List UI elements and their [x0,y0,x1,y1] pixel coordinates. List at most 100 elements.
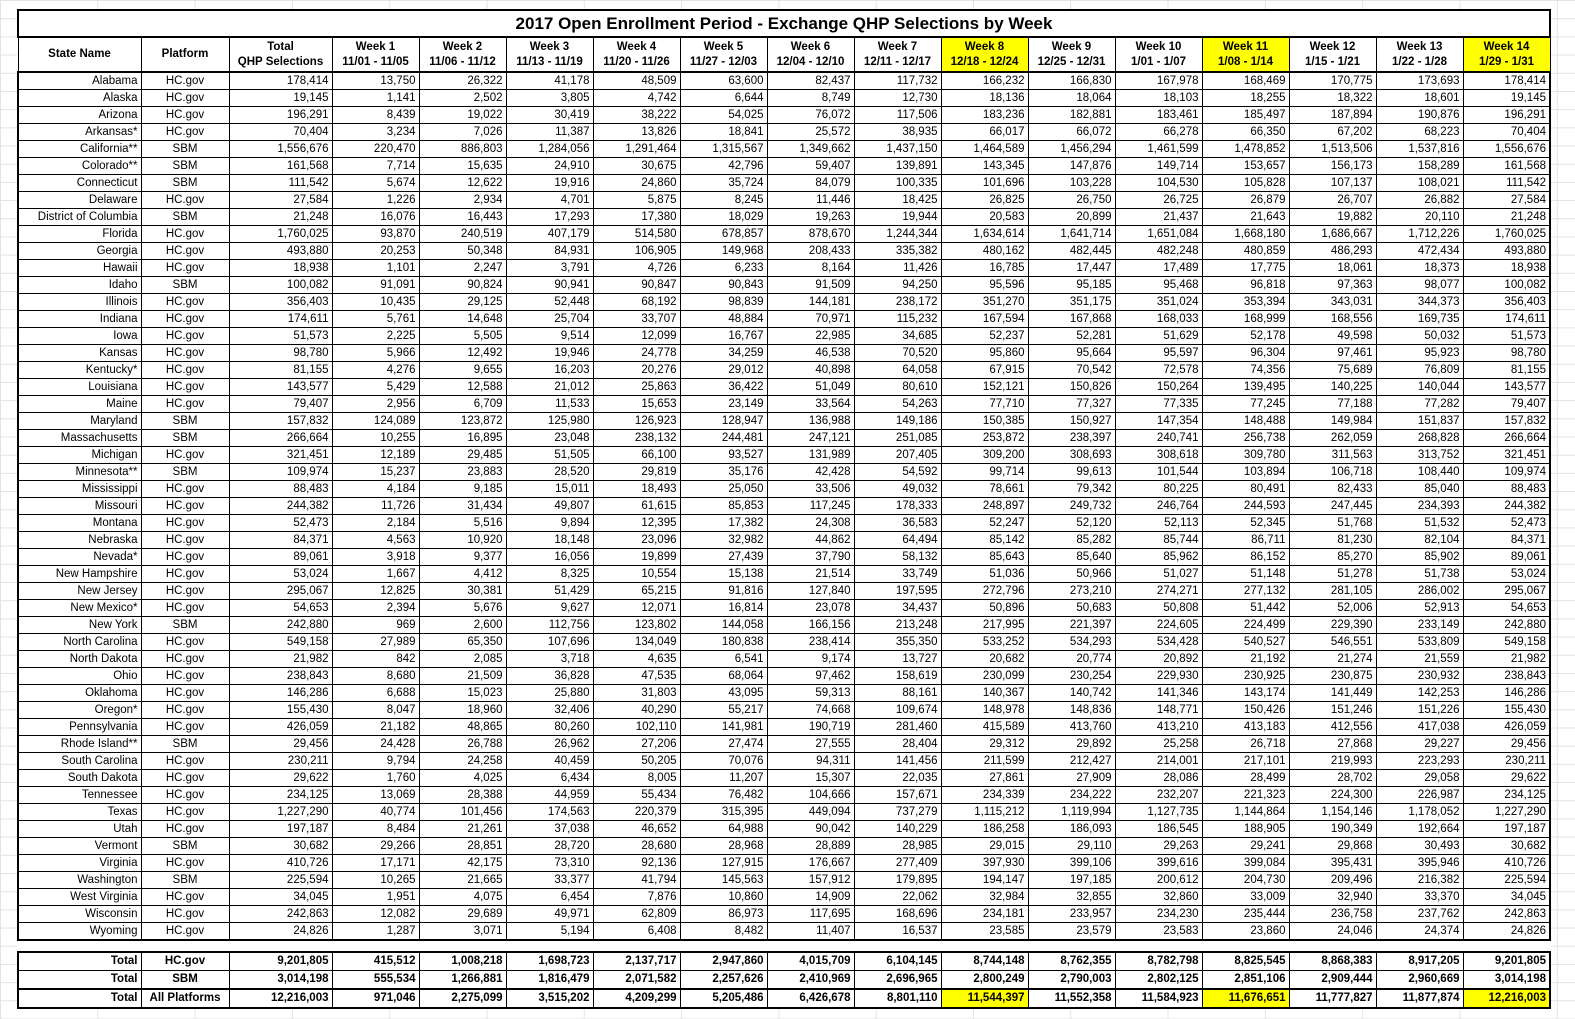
week-9-cell: 95,185 [1027,276,1116,294]
week-13-cell: 30,493 [1375,837,1464,855]
week-11-cell: 77,245 [1201,395,1290,413]
week-1-cell: 1,101 [331,259,420,277]
week-8-cell: 77,710 [940,395,1029,413]
platform-cell: HC.gov [140,106,230,124]
week-4-cell: 238,132 [592,429,681,447]
col-header-week-13: Week 13 1/22 - 1/28 [1375,36,1464,73]
week-12-cell: 1,513,506 [1288,140,1377,158]
week-5-cell: 2,947,860 [679,951,768,971]
week-2-cell: 7,026 [418,123,507,141]
total-cell: 266,664 [228,429,333,447]
week-1-cell: 16,076 [331,208,420,226]
state-name-cell: West Virginia [17,888,142,906]
row-alabama: Alabama HC.gov 178,414 13,750 26,322 41,178 48… [17,71,1551,90]
week-4-cell: 33,707 [592,310,681,328]
week-13-cell: 268,828 [1375,429,1464,447]
week-5-cell: 10,860 [679,888,768,906]
week-2-cell: 240,519 [418,225,507,243]
week-8-cell: 85,643 [940,548,1029,566]
week-10-cell: 214,001 [1114,752,1203,770]
week-10-cell: 51,629 [1114,327,1203,345]
week-3-cell: 25,704 [505,310,594,328]
total-cell: 29,622 [228,769,333,787]
week-9-cell: 11,552,358 [1027,988,1116,1009]
week-4-cell: 41,794 [592,871,681,889]
week-13-cell: 26,882 [1375,191,1464,209]
week-14-cell: 52,473 [1462,514,1551,532]
total-cell: 84,371 [228,531,333,549]
week-6-cell: 23,078 [766,599,855,617]
week-14-cell: 89,061 [1462,548,1551,566]
week-3-cell: 1,816,479 [505,970,594,990]
week-3-cell: 41,178 [505,71,594,90]
row-kentucky: Kentucky* HC.gov 81,155 4,276 9,655 16,203 20,… [17,361,1551,379]
platform-cell: HC.gov [140,786,230,804]
row-kansas: Kansas HC.gov 98,780 5,966 12,492 19,946 24,77… [17,344,1551,362]
week-10-cell: 1,461,599 [1114,140,1203,158]
week-12-cell: 190,349 [1288,820,1377,838]
week-3-cell: 3,718 [505,650,594,668]
week-12-cell: 51,278 [1288,565,1377,583]
week-6-cell: 9,174 [766,650,855,668]
row-rhode-island: Rhode Island** SBM 29,456 24,428 26,788 26,96… [17,735,1551,753]
week-1-cell: 2,184 [331,514,420,532]
total-cell: 1,556,676 [228,140,333,158]
platform-cell: HC.gov [140,888,230,906]
state-name-cell: Indiana [17,310,142,328]
week-1-cell: 10,265 [331,871,420,889]
week-10-cell: 167,978 [1114,71,1203,90]
week-13-cell: 24,374 [1375,922,1464,941]
total-row-hc-gov: Total HC.gov 9,201,805 415,512 1,008,218 1,69… [17,951,1551,971]
week-8-cell: 29,312 [940,735,1029,753]
week-2-cell: 2,600 [418,616,507,634]
week-9-cell: 17,447 [1027,259,1116,277]
week-9-cell: 95,664 [1027,344,1116,362]
week-10-cell: 274,271 [1114,582,1203,600]
week-11-cell: 540,527 [1201,633,1290,651]
week-7-cell: 16,537 [853,922,942,941]
week-14-cell: 53,024 [1462,565,1551,583]
week-12-cell: 21,274 [1288,650,1377,668]
week-10-cell: 17,489 [1114,259,1203,277]
week-13-cell: 230,932 [1375,667,1464,685]
week-7-cell: 355,350 [853,633,942,651]
total-cell: 410,726 [228,854,333,872]
week-7-cell: 178,333 [853,497,942,515]
week-12-cell: 8,868,383 [1288,951,1377,971]
week-9-cell: 77,327 [1027,395,1116,413]
week-9-cell: 2,790,003 [1027,970,1116,990]
week-1-cell: 9,794 [331,752,420,770]
week-9-cell: 52,281 [1027,327,1116,345]
week-1-cell: 5,674 [331,174,420,192]
row-maryland: Maryland SBM 157,832 124,089 123,872 125,980 1… [17,412,1551,430]
week-13-cell: 1,712,226 [1375,225,1464,243]
week-14-cell: 238,843 [1462,667,1551,685]
week-8-cell: 8,744,148 [940,951,1029,971]
week-9-cell: 308,693 [1027,446,1116,464]
week-9-cell: 8,762,355 [1027,951,1116,971]
week-5-cell: 1,315,567 [679,140,768,158]
week-13-cell: 52,913 [1375,599,1464,617]
week-6-cell: 15,307 [766,769,855,787]
week-7-cell: 22,062 [853,888,942,906]
week-2-cell: 5,676 [418,599,507,617]
platform-cell: SBM [140,837,230,855]
week-4-cell: 514,580 [592,225,681,243]
week-10-cell: 534,428 [1114,633,1203,651]
week-8-cell: 167,594 [940,310,1029,328]
week-3-cell: 3,805 [505,89,594,107]
platform-cell: HC.gov [140,565,230,583]
week-5-cell: 98,839 [679,293,768,311]
week-9-cell: 166,830 [1027,71,1116,90]
row-arizona: Arizona HC.gov 196,291 8,439 19,022 30,419 38,… [17,106,1551,124]
week-11-cell: 29,241 [1201,837,1290,855]
platform-cell: HC.gov [140,599,230,617]
week-14-cell: 29,456 [1462,735,1551,753]
row-hawaii: Hawaii HC.gov 18,938 1,101 2,247 3,791 4,726 6,… [17,259,1551,277]
week-11-cell: 51,442 [1201,599,1290,617]
week-3-cell: 407,179 [505,225,594,243]
week-6-cell: 190,719 [766,718,855,736]
week-13-cell: 216,382 [1375,871,1464,889]
week-11-cell: 148,488 [1201,412,1290,430]
week-5-cell: 25,050 [679,480,768,498]
